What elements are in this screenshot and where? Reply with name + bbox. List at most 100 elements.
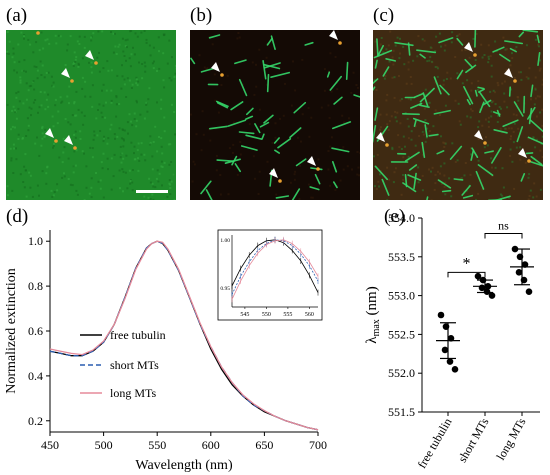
- noise-speck: [533, 182, 536, 185]
- noise-speck: [12, 143, 15, 146]
- noise-speck: [203, 66, 206, 69]
- y-tick-label: 0.8: [28, 279, 43, 293]
- noise-speck: [137, 169, 140, 172]
- noise-speck: [125, 59, 127, 62]
- noise-speck: [112, 175, 115, 178]
- noise-speck: [133, 112, 136, 115]
- noise-speck: [382, 51, 385, 54]
- noise-speck: [163, 86, 166, 89]
- noise-speck: [173, 199, 176, 200]
- noise-speck: [17, 90, 20, 93]
- noise-speck: [136, 149, 139, 152]
- nanoparticle: [36, 31, 40, 35]
- noise-speck: [121, 168, 124, 171]
- noise-speck: [114, 45, 117, 48]
- noise-speck: [41, 64, 44, 67]
- microtubule-filament: [464, 58, 474, 69]
- noise-speck: [238, 36, 241, 39]
- microtubule-filament: [373, 78, 379, 85]
- arrowhead-icon: [61, 68, 74, 83]
- noise-speck: [52, 85, 55, 88]
- noise-speck: [23, 34, 26, 36]
- noise-speck: [45, 182, 48, 185]
- noise-speck: [160, 160, 163, 163]
- noise-speck: [123, 83, 126, 86]
- spectrum-chart: 450 500 550 600 650 700 0.2 0.4 0.6 0.8 1.0 Wavelen…: [4, 229, 327, 473]
- noise-speck: [323, 89, 326, 92]
- microtubule-filament: [289, 127, 302, 139]
- noise-speck: [175, 67, 176, 70]
- noise-speck: [519, 146, 522, 149]
- noise-speck: [279, 117, 281, 120]
- microtubule-filament: [277, 138, 292, 149]
- noise-speck: [158, 136, 160, 138]
- noise-speck: [130, 30, 133, 32]
- noise-speck: [416, 55, 419, 58]
- noise-speck: [503, 80, 506, 83]
- noise-speck: [502, 186, 505, 189]
- noise-speck: [52, 194, 55, 197]
- noise-speck: [293, 173, 296, 176]
- noise-speck: [105, 101, 107, 104]
- noise-speck: [407, 61, 410, 64]
- noise-speck: [534, 146, 537, 149]
- noise-speck: [202, 133, 205, 136]
- noise-speck: [56, 183, 59, 186]
- noise-speck: [200, 149, 203, 152]
- noise-speck: [40, 104, 43, 107]
- noise-speck: [496, 81, 499, 84]
- noise-speck: [329, 52, 332, 55]
- noise-speck: [402, 174, 404, 176]
- noise-speck: [387, 128, 390, 131]
- noise-speck: [112, 32, 115, 35]
- noise-speck: [166, 62, 169, 65]
- noise-speck: [9, 147, 12, 150]
- noise-speck: [237, 32, 240, 34]
- noise-speck: [392, 49, 395, 52]
- noise-speck: [118, 127, 121, 130]
- noise-speck: [336, 185, 339, 188]
- noise-speck: [459, 177, 462, 180]
- noise-speck: [52, 125, 55, 128]
- noise-speck: [77, 108, 80, 111]
- arrowhead-icon: [504, 68, 517, 83]
- noise-speck: [410, 82, 413, 85]
- noise-speck: [90, 36, 93, 39]
- noise-speck: [444, 181, 447, 184]
- noise-speck: [90, 177, 93, 180]
- noise-speck: [438, 32, 441, 35]
- noise-speck: [26, 117, 29, 120]
- noise-speck: [105, 89, 108, 92]
- noise-speck: [145, 38, 148, 41]
- noise-speck: [231, 151, 234, 154]
- noise-speck: [330, 90, 333, 93]
- microtubule-filament: [404, 151, 420, 162]
- microtubule-filament: [477, 86, 485, 90]
- noise-speck: [169, 193, 172, 196]
- noise-speck: [271, 141, 274, 144]
- noise-speck: [143, 153, 146, 156]
- noise-speck: [464, 162, 467, 164]
- noise-speck: [151, 182, 154, 185]
- noise-speck: [476, 88, 479, 91]
- noise-speck: [73, 101, 76, 103]
- noise-speck: [310, 116, 313, 119]
- noise-speck: [36, 184, 39, 187]
- microtubule-filament: [484, 150, 494, 154]
- microtubule-filament: [462, 194, 474, 199]
- nanoparticle: [94, 61, 98, 65]
- noise-speck: [114, 137, 116, 140]
- microtubule-filament: [259, 121, 270, 128]
- noise-speck: [148, 87, 151, 90]
- noise-speck: [470, 147, 472, 150]
- microtubule-filament: [413, 172, 417, 190]
- noise-speck: [384, 75, 387, 78]
- noise-speck: [83, 46, 86, 49]
- noise-speck: [459, 123, 462, 126]
- noise-speck: [129, 30, 132, 33]
- noise-speck: [258, 170, 261, 173]
- noise-speck: [43, 135, 46, 138]
- microtubule-filament: [263, 63, 281, 70]
- noise-speck: [434, 173, 437, 176]
- noise-speck: [450, 195, 453, 198]
